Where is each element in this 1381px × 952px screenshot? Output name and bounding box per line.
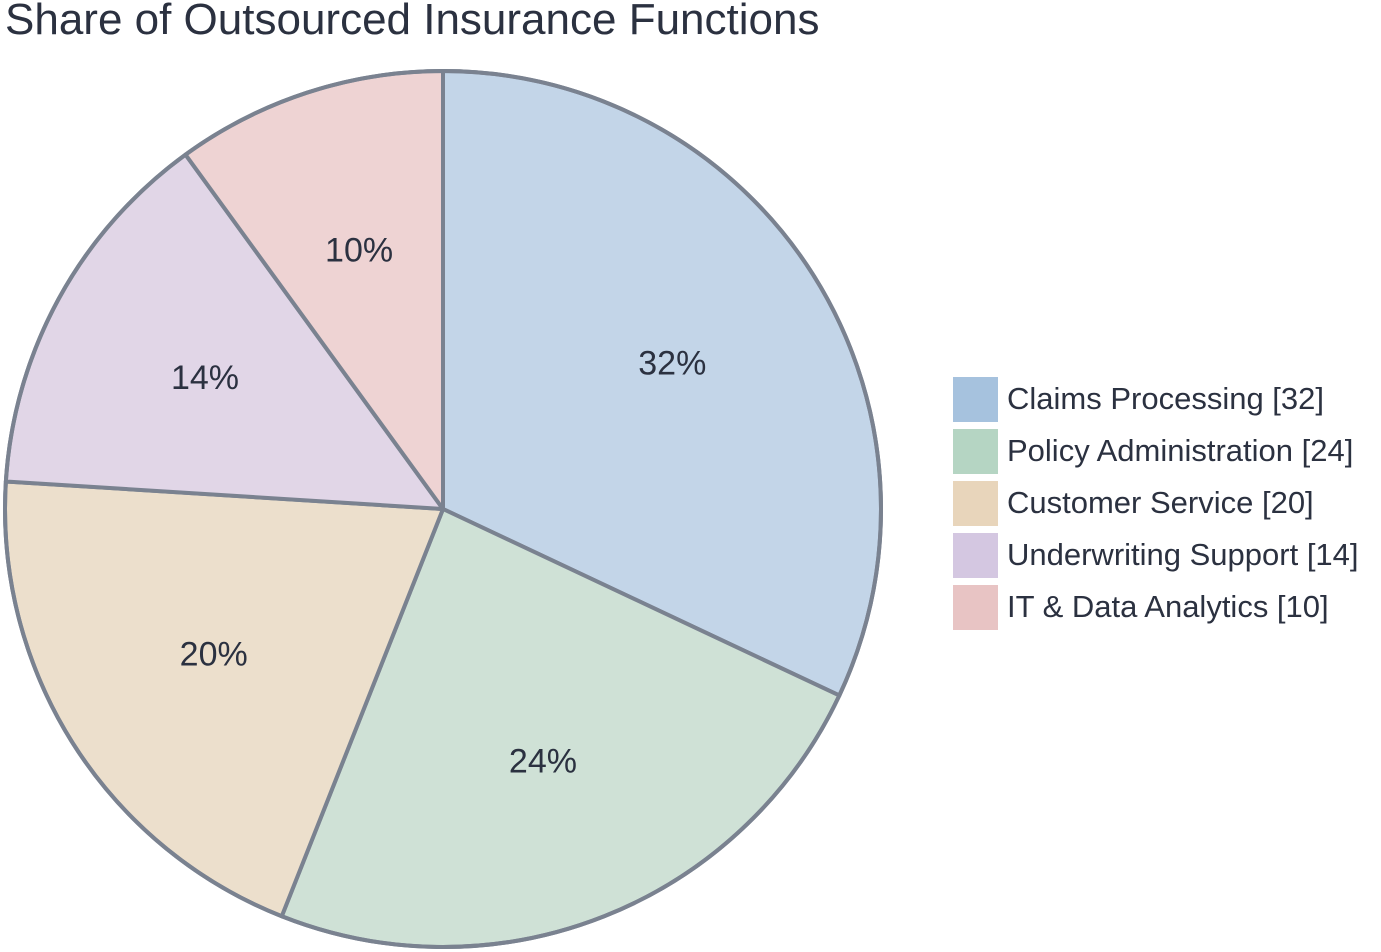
- pie-outline: [3, 69, 883, 949]
- legend-item-underwriting-support[interactable]: Underwriting Support [14]: [953, 532, 1359, 578]
- slice-percent-label: 20%: [180, 636, 248, 674]
- legend-item-customer-service[interactable]: Customer Service [20]: [953, 480, 1359, 526]
- slice-percent-label: 10%: [325, 232, 393, 270]
- legend-label: Customer Service [20]: [1007, 485, 1314, 520]
- legend-label: Claims Processing [32]: [1007, 381, 1325, 416]
- slice-percent-label: 14%: [171, 359, 239, 397]
- chart-title: Share of Outsourced Insurance Functions: [5, 0, 820, 44]
- pie-slice-labels: 32% 24% 20% 14% 10%: [171, 232, 706, 781]
- legend-label: IT & Data Analytics [10]: [1007, 589, 1329, 624]
- slice-percent-label: 24%: [509, 742, 577, 780]
- legend-label: Policy Administration [24]: [1007, 433, 1354, 468]
- legend-label: Underwriting Support [14]: [1007, 537, 1359, 572]
- slice-percent-label: 32%: [638, 344, 706, 382]
- legend-swatch: [953, 532, 998, 578]
- pie-slices: [3, 69, 883, 949]
- legend-swatch: [953, 480, 998, 526]
- legend: Claims Processing [32] Policy Administrat…: [953, 376, 1359, 637]
- legend-swatch: [953, 584, 998, 630]
- legend-item-claims-processing[interactable]: Claims Processing [32]: [953, 376, 1359, 422]
- legend-swatch: [953, 376, 998, 422]
- legend-item-policy-administration[interactable]: Policy Administration [24]: [953, 428, 1359, 474]
- legend-item-it-and-data-analytics[interactable]: IT & Data Analytics [10]: [953, 584, 1359, 630]
- legend-swatch: [953, 428, 998, 474]
